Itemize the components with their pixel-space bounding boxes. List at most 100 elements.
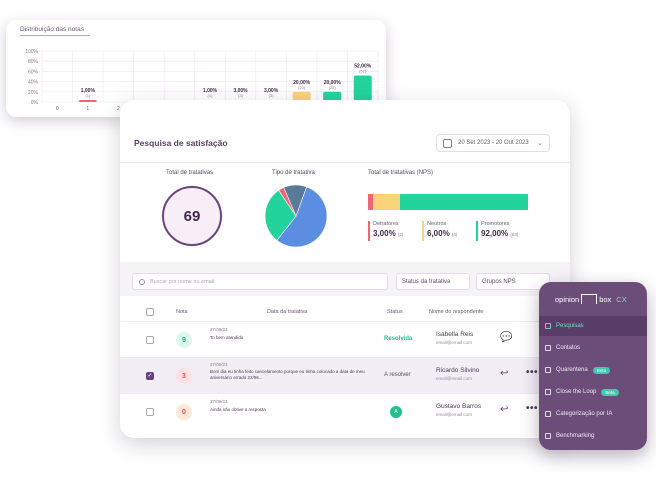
respondent-email: email@email.com bbox=[436, 412, 472, 417]
bar-count-label: (20) bbox=[298, 85, 306, 90]
quarantine-icon bbox=[545, 367, 551, 373]
status-label: Resolvida bbox=[384, 336, 413, 342]
reply-icon[interactable]: ↩ bbox=[500, 368, 509, 379]
bar-value-label: 20,00% bbox=[293, 80, 311, 86]
menu-label: Close the Loop bbox=[556, 389, 597, 395]
opinion-box-logo: opinion box CX bbox=[555, 294, 627, 304]
nps-segment bbox=[372, 194, 400, 210]
select-all-checkbox[interactable] bbox=[146, 308, 154, 316]
respondent-name: Gustavo Barros bbox=[436, 403, 482, 410]
nps-bar bbox=[368, 194, 528, 210]
x-tick-label: 1 bbox=[86, 106, 89, 112]
bar bbox=[78, 100, 97, 102]
search-icon bbox=[139, 278, 145, 285]
x-tick-label: 0 bbox=[56, 106, 59, 112]
score-badge: 3 bbox=[176, 368, 192, 384]
bar bbox=[292, 91, 311, 102]
bar-value-label: 3,00% bbox=[264, 88, 279, 94]
neutrals-value: 6,00% bbox=[427, 229, 450, 238]
type-pie-chart bbox=[264, 184, 328, 248]
pie-slice bbox=[283, 184, 308, 217]
nps-legend-neutrals: Neutros 6,00% (4) bbox=[422, 221, 457, 241]
table-row[interactable]: ✓ 3 27/09/23 Bom dia eu tinha feito canc… bbox=[120, 357, 570, 393]
bar-count-label: (1) bbox=[85, 93, 91, 98]
header-score[interactable]: Nota bbox=[176, 309, 188, 315]
survey-panel: Pesquisa de satisfação 20 Set 2023 - 20 … bbox=[120, 100, 570, 438]
search-placeholder: Buscar por nome ou email bbox=[150, 278, 215, 285]
table-row[interactable]: 0 27/09/23 Ainda não obtive a resposta A… bbox=[120, 393, 570, 429]
logo-box: box bbox=[599, 295, 612, 304]
row-comment: To bem atendido bbox=[210, 335, 244, 340]
promoters-label: Promotores bbox=[481, 221, 510, 227]
respondent-name: Ricardo Silvino bbox=[436, 367, 480, 374]
more-options-icon[interactable]: ••• bbox=[526, 367, 539, 378]
page-title: Pesquisa de satisfação bbox=[134, 138, 228, 148]
bar-value-label: 20,00% bbox=[324, 80, 342, 86]
header-name[interactable]: Nome do respondente bbox=[429, 309, 484, 315]
menu-label: Contatos bbox=[556, 345, 581, 351]
ai-category-icon bbox=[545, 411, 551, 417]
y-tick-label: 80% bbox=[28, 59, 39, 65]
divider bbox=[120, 162, 570, 163]
detractors-stripe bbox=[368, 221, 370, 241]
x-tick-label: 2 bbox=[117, 106, 120, 112]
table-row[interactable]: 9 27/09/23 To bem atendido Resolvida Isa… bbox=[120, 321, 570, 357]
menu-item-close-the-loop[interactable]: Close the Loop Beta bbox=[539, 382, 647, 402]
detractors-count: (2) bbox=[397, 232, 404, 237]
pie-slice bbox=[276, 186, 328, 248]
menu-item-benchmarking[interactable]: Benchmarking bbox=[539, 426, 647, 446]
logo-opinion: opinion bbox=[555, 295, 580, 304]
bar bbox=[323, 91, 342, 102]
nps-legend-promoters: Promotores 92,00% (63) bbox=[476, 221, 518, 241]
bar-value-label: 52,00% bbox=[354, 63, 372, 69]
status-label: A resolver bbox=[384, 372, 411, 378]
row-comment: Ainda não obtive a resposta bbox=[210, 407, 266, 412]
detractors-label: Detratores bbox=[373, 221, 399, 227]
table-header: Nota Data da tratativa Status Nome do re… bbox=[120, 304, 570, 320]
respondent-email: email@email.com bbox=[436, 376, 472, 381]
menu-item-categorizacao[interactable]: Categorização por IA bbox=[539, 404, 647, 424]
row-checkbox[interactable] bbox=[146, 408, 154, 416]
nps-group-select[interactable]: Grupos NPS bbox=[476, 273, 550, 290]
side-menu: opinion box CX Pesquisas Contatos Quaren… bbox=[539, 282, 647, 450]
logo-cx: CX bbox=[616, 295, 627, 304]
menu-item-pesquisas[interactable]: Pesquisas bbox=[539, 316, 647, 336]
more-options-icon[interactable]: ••• bbox=[526, 403, 539, 414]
header-date[interactable]: Data da tratativa bbox=[267, 309, 308, 315]
chat-icon[interactable]: 💬 bbox=[500, 332, 513, 343]
beta-badge: Beta bbox=[601, 388, 619, 396]
reply-icon[interactable]: ↩ bbox=[500, 404, 509, 415]
date-range-picker[interactable]: 20 Set 2023 - 20 Out 2023 ⌄ bbox=[436, 134, 550, 152]
menu-label: Benchmarking bbox=[556, 433, 595, 439]
row-comment: Bom dia eu tinha feito cancelamento porq… bbox=[210, 369, 365, 380]
nps-title: Total de tratativas (NPS) bbox=[368, 170, 434, 176]
distribution-title: Distribuição das notas bbox=[20, 26, 84, 33]
status-avatar: A bbox=[390, 406, 402, 418]
neutrals-label: Neutros bbox=[427, 221, 447, 227]
total-title: Total de tratativas bbox=[166, 170, 214, 176]
nps-segment bbox=[368, 194, 373, 210]
header-status[interactable]: Status bbox=[387, 309, 403, 315]
row-checkbox-checked[interactable]: ✓ bbox=[146, 372, 154, 380]
menu-label: Categorização por IA bbox=[556, 411, 613, 417]
row-checkbox[interactable] bbox=[146, 336, 154, 344]
bar-value-label: 1,00% bbox=[203, 88, 218, 94]
y-tick-label: 40% bbox=[28, 80, 39, 86]
status-filter-select[interactable]: Status da tratativa bbox=[396, 273, 470, 290]
bar-value-label: 3,00% bbox=[233, 88, 248, 94]
neutrals-stripe bbox=[422, 221, 424, 241]
bar-count-label: (3) bbox=[269, 93, 275, 98]
bar-value-label: 1,00% bbox=[81, 88, 96, 94]
type-title: Tipo de tratativa bbox=[272, 170, 315, 176]
menu-item-quarentena[interactable]: Quarentena Beta bbox=[539, 360, 647, 380]
search-input[interactable]: Buscar por nome ou email bbox=[132, 273, 388, 290]
nps-segment bbox=[399, 194, 528, 210]
respondent-email: email@email.com bbox=[436, 340, 472, 345]
chat-icon bbox=[545, 389, 551, 395]
menu-item-contatos[interactable]: Contatos bbox=[539, 338, 647, 358]
row-date: 27/09/23 bbox=[210, 327, 228, 332]
promoters-value: 92,00% bbox=[481, 229, 509, 238]
score-badge: 9 bbox=[176, 332, 192, 348]
bar-count-label: (3) bbox=[238, 93, 244, 98]
